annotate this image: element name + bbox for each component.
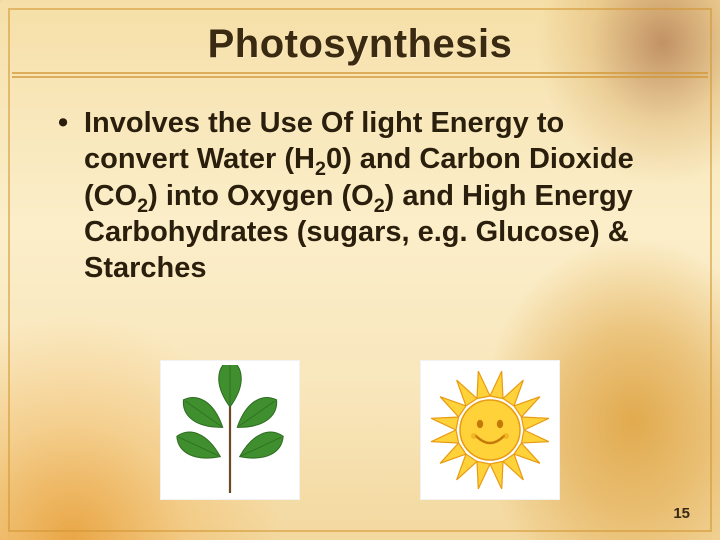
sun-icon — [425, 365, 555, 495]
page-number: 15 — [673, 505, 690, 522]
slide-content: Photosynthesis Involves the Use Of light… — [0, 0, 720, 540]
leaf-icon — [170, 365, 290, 495]
bullet-item: Involves the Use Of light Energy to conv… — [54, 105, 672, 286]
image-row — [0, 360, 720, 500]
slide-title: Photosynthesis — [48, 22, 672, 67]
sun-image — [420, 360, 560, 500]
leaf-image — [160, 360, 300, 500]
bullet-list: Involves the Use Of light Energy to conv… — [48, 105, 672, 286]
